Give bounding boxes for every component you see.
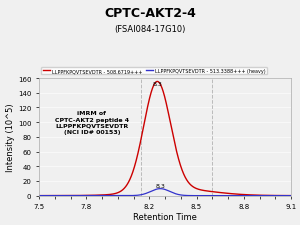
Text: 8.3: 8.3 [155, 183, 165, 188]
Text: 8.3: 8.3 [152, 82, 162, 87]
Text: (FSAI084-17G10): (FSAI084-17G10) [114, 25, 186, 34]
Y-axis label: Intensity (10^5): Intensity (10^5) [6, 103, 15, 171]
Text: iMRM of
CPTC-AKT2 peptide 4
LLPPFKPQVTSEVDTR
(NCI ID# 00153): iMRM of CPTC-AKT2 peptide 4 LLPPFKPQVTSE… [55, 111, 129, 134]
X-axis label: Retention Time: Retention Time [133, 212, 197, 221]
Legend: LLPPFKPQVTSEVDTR - 508.6719+++, LLPPFKPQVTSEVDTR - 513.3388+++ (heavy): LLPPFKPQVTSEVDTR - 508.6719+++, LLPPFKPQ… [41, 67, 267, 75]
Text: CPTC-AKT2-4: CPTC-AKT2-4 [104, 7, 196, 20]
